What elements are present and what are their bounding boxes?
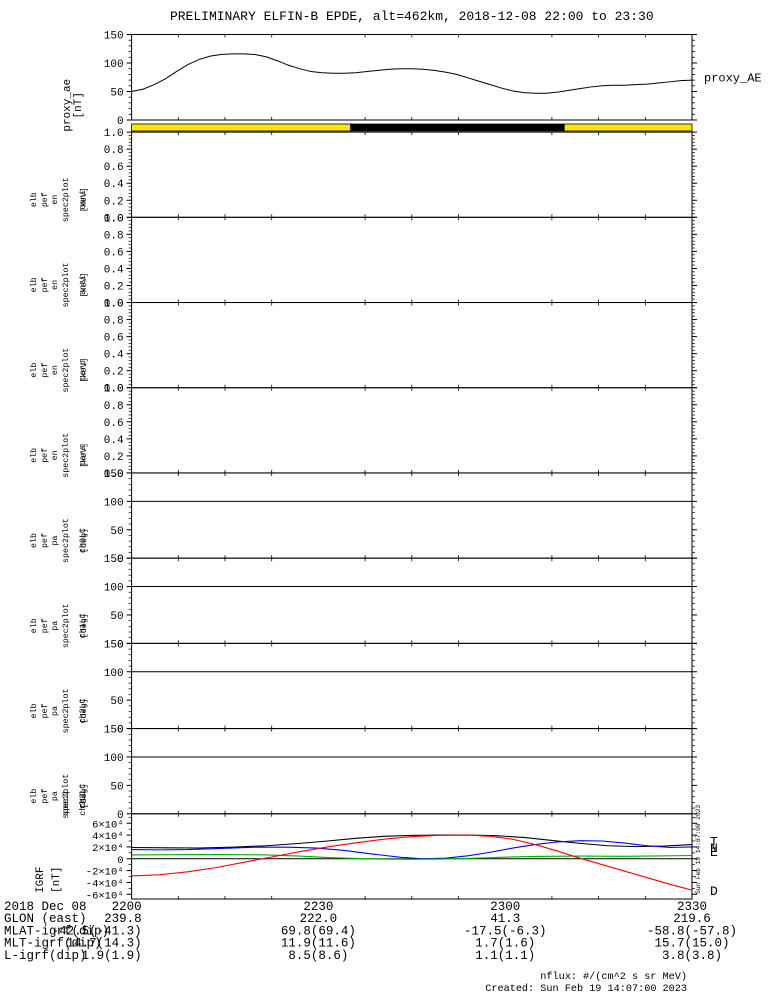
svg-text:proxy_AE: proxy_AE bbox=[704, 71, 762, 85]
svg-text:spec2: spec2 bbox=[62, 791, 71, 816]
svg-text:Sun Feb 19 14:07:00 2023: Sun Feb 19 14:07:00 2023 bbox=[695, 805, 702, 894]
svg-text:0.4: 0.4 bbox=[104, 179, 124, 191]
svg-text:spec2plot: spec2plot bbox=[61, 348, 71, 393]
svg-text:Created: Sun Feb 19 14:07:00 2: Created: Sun Feb 19 14:07:00 2023 bbox=[485, 983, 687, 995]
svg-text:pef: pef bbox=[40, 277, 50, 292]
svg-text:[keV]: [keV] bbox=[79, 358, 89, 383]
svg-text:pef: pef bbox=[40, 789, 50, 804]
svg-text:1.9(1.9): 1.9(1.9) bbox=[82, 949, 142, 963]
svg-text:50: 50 bbox=[110, 88, 123, 100]
svg-text:1.0: 1.0 bbox=[104, 128, 124, 140]
svg-text:en: en bbox=[51, 195, 60, 205]
svg-text:100: 100 bbox=[104, 753, 124, 765]
svg-text:elb: elb bbox=[29, 363, 39, 378]
svg-text:[deg]: [deg] bbox=[79, 528, 89, 553]
svg-text:0.8: 0.8 bbox=[104, 145, 124, 157]
svg-text:pa: pa bbox=[51, 536, 60, 546]
svg-text:pef: pef bbox=[40, 363, 50, 378]
svg-text:0.4: 0.4 bbox=[104, 264, 124, 276]
svg-text:50: 50 bbox=[110, 781, 123, 793]
svg-text:150: 150 bbox=[104, 725, 124, 737]
svg-text:150: 150 bbox=[104, 554, 124, 566]
svg-text:[keV]: [keV] bbox=[79, 272, 89, 297]
svg-text:L-igrf(dip): L-igrf(dip) bbox=[4, 949, 87, 963]
svg-text:[keV]: [keV] bbox=[79, 443, 89, 468]
svg-text:pef: pef bbox=[40, 703, 50, 718]
svg-text:spec2plot: spec2plot bbox=[61, 689, 71, 734]
svg-text:3.8(3.8): 3.8(3.8) bbox=[662, 949, 722, 963]
svg-text:0.2: 0.2 bbox=[104, 452, 124, 464]
svg-text:pef: pef bbox=[40, 533, 50, 548]
svg-text:elb: elb bbox=[29, 618, 39, 633]
svg-text:nflux: #/(cm^2 s sr MeV): nflux: #/(cm^2 s sr MeV) bbox=[540, 971, 687, 983]
svg-text:0.8: 0.8 bbox=[104, 230, 124, 242]
svg-text:pa: pa bbox=[51, 706, 60, 716]
svg-text:[keV]: [keV] bbox=[79, 187, 89, 212]
svg-text:0.8: 0.8 bbox=[104, 316, 124, 328]
svg-text:spec2plot: spec2plot bbox=[61, 262, 71, 307]
svg-text:1.0: 1.0 bbox=[104, 299, 124, 311]
svg-text:elb: elb bbox=[29, 703, 39, 718]
svg-text:-2×10⁴: -2×10⁴ bbox=[86, 867, 124, 879]
svg-text:100: 100 bbox=[104, 59, 124, 71]
svg-text:pa: pa bbox=[51, 791, 60, 801]
svg-text:PRELIMINARY ELFIN-B EPDE, alt=: PRELIMINARY ELFIN-B EPDE, alt=462km, 201… bbox=[170, 9, 654, 24]
svg-text:0.8: 0.8 bbox=[104, 401, 124, 413]
svg-text:0: 0 bbox=[117, 855, 123, 867]
svg-text:E: E bbox=[710, 845, 718, 860]
svg-text:4×10⁴: 4×10⁴ bbox=[92, 831, 124, 843]
svg-text:150: 150 bbox=[104, 469, 124, 481]
svg-text:0.6: 0.6 bbox=[104, 162, 124, 174]
svg-text:spec2plot: spec2plot bbox=[61, 518, 71, 563]
svg-text:8.5(8.6): 8.5(8.6) bbox=[288, 949, 348, 963]
svg-text:50: 50 bbox=[110, 611, 123, 623]
svg-text:0.6: 0.6 bbox=[104, 418, 124, 430]
svg-text:spec2plot: spec2plot bbox=[61, 433, 71, 478]
svg-text:50: 50 bbox=[110, 696, 123, 708]
svg-text:0.6: 0.6 bbox=[104, 333, 124, 345]
svg-text:[deg]: [deg] bbox=[79, 699, 89, 724]
svg-text:pa: pa bbox=[51, 621, 60, 631]
svg-text:[nT]: [nT] bbox=[73, 92, 85, 118]
svg-text:D: D bbox=[710, 884, 718, 899]
svg-text:1.0: 1.0 bbox=[104, 384, 124, 396]
svg-text:pef: pef bbox=[40, 618, 50, 633]
svg-text:IGRF: IGRF bbox=[35, 867, 47, 893]
svg-text:elb: elb bbox=[29, 789, 39, 804]
svg-text:2×10⁴: 2×10⁴ bbox=[92, 843, 124, 855]
svg-text:150: 150 bbox=[104, 639, 124, 651]
svg-text:-4×10⁴: -4×10⁴ bbox=[86, 878, 124, 890]
svg-text:0.2: 0.2 bbox=[104, 196, 124, 208]
svg-text:0.6: 0.6 bbox=[104, 247, 124, 259]
svg-text:100: 100 bbox=[104, 583, 124, 595]
svg-text:elb: elb bbox=[29, 533, 39, 548]
svg-text:en: en bbox=[51, 280, 60, 290]
svg-text:150: 150 bbox=[104, 31, 124, 43]
svg-text:ch3LC: ch3LC bbox=[78, 791, 88, 816]
svg-text:spec2plot: spec2plot bbox=[61, 603, 71, 648]
svg-text:elb: elb bbox=[29, 277, 39, 292]
svg-text:0.2: 0.2 bbox=[104, 281, 124, 293]
svg-text:0: 0 bbox=[117, 116, 124, 128]
svg-text:pef: pef bbox=[40, 448, 50, 463]
svg-text:spec2plot: spec2plot bbox=[61, 177, 71, 222]
svg-text:6×10⁴: 6×10⁴ bbox=[92, 819, 124, 831]
svg-text:100: 100 bbox=[104, 668, 124, 680]
svg-text:[deg]: [deg] bbox=[79, 613, 89, 638]
svg-text:0.4: 0.4 bbox=[104, 435, 124, 447]
svg-text:[nT]: [nT] bbox=[51, 867, 63, 893]
svg-text:0.4: 0.4 bbox=[104, 350, 124, 362]
svg-text:1.0: 1.0 bbox=[104, 213, 124, 225]
svg-text:100: 100 bbox=[104, 497, 124, 509]
svg-text:en: en bbox=[51, 365, 60, 375]
svg-text:elb: elb bbox=[29, 448, 39, 463]
svg-text:pef: pef bbox=[40, 192, 50, 207]
svg-text:0.2: 0.2 bbox=[104, 367, 124, 379]
svg-text:en: en bbox=[51, 450, 60, 460]
svg-text:elb: elb bbox=[29, 192, 39, 207]
svg-text:50: 50 bbox=[110, 526, 123, 538]
svg-text:1.1(1.1): 1.1(1.1) bbox=[475, 949, 535, 963]
